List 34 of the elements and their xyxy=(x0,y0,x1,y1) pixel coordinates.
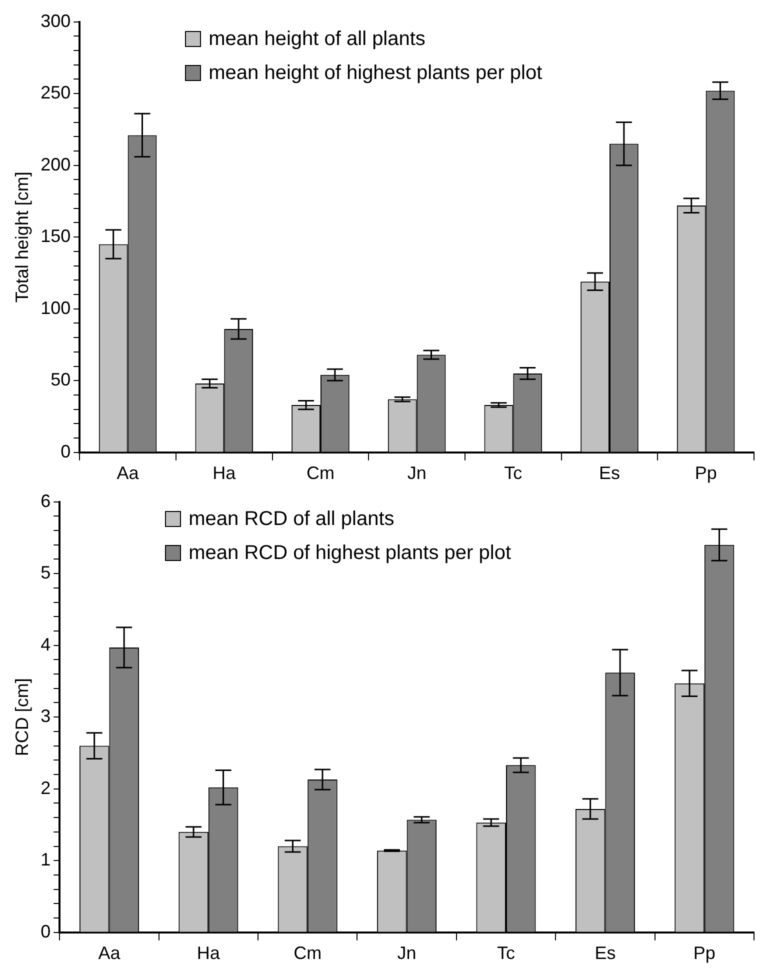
y-tick-label: 300 xyxy=(40,10,71,31)
y-tick-label: 50 xyxy=(50,370,71,390)
x-tick-label: Aa xyxy=(116,463,140,484)
y-tick-label: 250 xyxy=(40,82,71,103)
x-tick-label: Tc xyxy=(504,463,522,484)
y-tick-label: 2 xyxy=(40,778,51,798)
x-tick-label: Es xyxy=(594,943,616,964)
legend-label: mean height of highest plants per plot xyxy=(208,60,542,86)
legend-label: mean RCD of all plants xyxy=(188,506,394,532)
y-tick-label: 6 xyxy=(40,490,51,511)
legend-label: mean RCD of highest plants per plot xyxy=(188,540,512,566)
x-tick-label: Ha xyxy=(212,463,237,484)
y-tick-label: 4 xyxy=(40,634,51,654)
y-tick-label: 1 xyxy=(40,850,51,870)
x-tick-label: Pp xyxy=(694,463,717,484)
y-tick-label: 100 xyxy=(40,298,71,318)
y-tick-label: 5 xyxy=(40,562,51,583)
x-tick-label: Jn xyxy=(407,463,426,484)
y-tick-label: 0 xyxy=(60,441,71,462)
x-tick-label: Ha xyxy=(196,943,221,964)
y-axis-title: Total height [cm] xyxy=(12,172,32,303)
x-tick-label: Jn xyxy=(397,943,416,964)
x-tick-label: Tc xyxy=(497,943,516,964)
x-tick-label: Pp xyxy=(693,943,716,964)
x-tick-label: Cm xyxy=(306,463,334,484)
y-tick-label: 150 xyxy=(40,226,71,246)
x-tick-label: Es xyxy=(598,463,620,484)
x-tick-label: Cm xyxy=(294,943,322,964)
y-tick-label: 0 xyxy=(40,921,51,942)
legend-label: mean height of all plants xyxy=(208,26,426,52)
y-tick-label: 3 xyxy=(40,706,51,726)
x-tick-label: Aa xyxy=(98,943,122,964)
y-axis-title: RCD [cm] xyxy=(12,678,32,756)
y-tick-label: 200 xyxy=(40,154,71,174)
